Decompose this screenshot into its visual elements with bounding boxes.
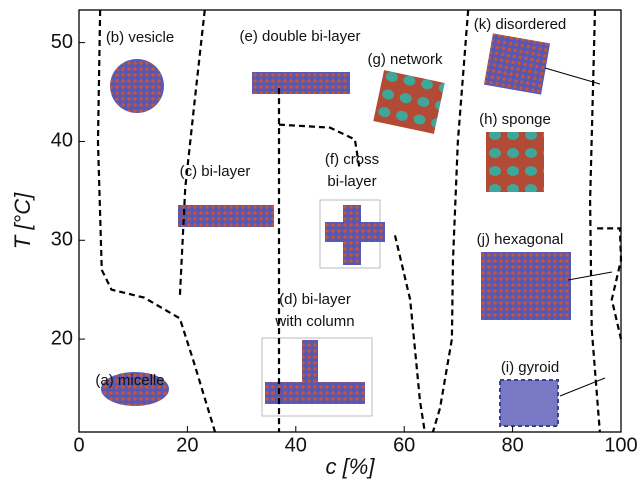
y-tick-label: 40 xyxy=(51,130,73,152)
x-tick-label: 20 xyxy=(176,434,198,456)
phase-label: (a) micelle xyxy=(95,372,164,389)
gyroid-snapshot xyxy=(500,380,558,426)
phase-label: (c) bi-layer xyxy=(180,163,251,180)
y-axis-label: T [°C] xyxy=(10,192,35,249)
bilayer-snapshot xyxy=(178,205,274,227)
phase-label: (f) cross xyxy=(325,151,379,168)
pointer xyxy=(560,378,605,396)
chart: c [%] T [°C] 0 20 40 60 80 100 20 30 40 50 (b) ves… xyxy=(0,0,638,483)
hexagonal-snapshot xyxy=(481,252,571,320)
phase-label: (k) disordered xyxy=(474,16,567,33)
pointer xyxy=(545,68,600,84)
x-tick-label: 40 xyxy=(285,434,307,456)
phase-label: bi-layer xyxy=(327,173,376,190)
phase-boundary xyxy=(433,10,468,432)
sponge-snapshot xyxy=(486,132,544,192)
phase-label: (g) network xyxy=(367,51,443,68)
phase-boundary xyxy=(597,228,621,339)
phase-label: (e) double bi-layer xyxy=(240,28,361,45)
double-bilayer-snapshot xyxy=(252,72,350,94)
phase-boundary xyxy=(395,235,425,432)
y-tick-label: 20 xyxy=(51,327,73,349)
y-tick-label: 30 xyxy=(51,229,73,251)
x-tick-label: 100 xyxy=(604,434,637,456)
x-tick-label: 60 xyxy=(393,434,415,456)
phase-label: (i) gyroid xyxy=(501,359,559,376)
cross-bilayer-snapshot xyxy=(343,205,361,265)
x-tick-label: 0 xyxy=(73,434,84,456)
y-tick-label: 50 xyxy=(51,31,73,53)
phase-label: (h) sponge xyxy=(479,111,551,128)
phase-label: (j) hexagonal xyxy=(477,231,564,248)
phase-boundary xyxy=(590,10,600,432)
vesicle-snapshot xyxy=(110,59,164,113)
x-tick-label: 80 xyxy=(501,434,523,456)
phase-label: with column xyxy=(274,313,354,330)
network-snapshot xyxy=(373,70,444,134)
x-axis-label: c [%] xyxy=(326,454,376,479)
phase-boundary xyxy=(180,10,205,298)
phase-label: (b) vesicle xyxy=(106,29,174,46)
column-snapshot xyxy=(302,340,318,384)
phase-label: (d) bi-layer xyxy=(279,291,351,308)
disordered-snapshot xyxy=(484,33,550,94)
